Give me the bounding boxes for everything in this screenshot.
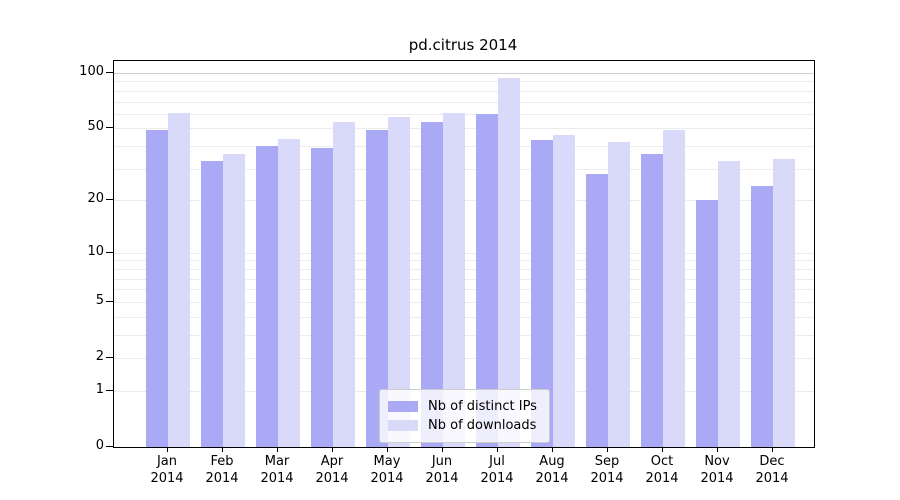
- bar-distinct-ips-dec: [751, 186, 773, 447]
- bar-distinct-ips-jun: [421, 122, 443, 447]
- bar-distinct-ips-feb: [201, 161, 223, 447]
- x-tick-label: Aug 2014: [535, 454, 569, 486]
- x-tick-mark: [167, 447, 168, 452]
- x-tick-label: Nov 2014: [700, 454, 734, 486]
- y-tick-mark: [106, 300, 113, 302]
- x-tick-mark: [332, 447, 333, 452]
- bar-distinct-ips-apr: [311, 148, 333, 447]
- bar-distinct-ips-oct: [641, 154, 663, 447]
- y-tick-mark: [106, 199, 113, 201]
- bar-distinct-ips-mar: [256, 146, 278, 447]
- y-tick-mark: [106, 357, 113, 358]
- x-tick-mark: [662, 447, 663, 452]
- x-tick-label: Jan 2014: [150, 454, 184, 486]
- x-tick-label: Jul 2014: [480, 454, 514, 486]
- bar-distinct-ips-jan: [146, 130, 168, 447]
- y-tick-label: 1: [95, 381, 104, 397]
- legend-item-downloads: Nb of downloads: [388, 416, 537, 435]
- bar-distinct-ips-aug: [531, 140, 553, 447]
- bar-distinct-ips-may: [366, 130, 388, 447]
- bar-downloads-jul: [498, 78, 520, 447]
- x-tick-mark: [497, 447, 498, 452]
- x-tick-label: Feb 2014: [205, 454, 239, 486]
- bar-downloads-apr: [333, 122, 355, 447]
- y-tick-mark: [106, 446, 113, 447]
- x-tick-label: Apr 2014: [315, 454, 349, 486]
- x-tick-label: Sep 2014: [590, 454, 624, 486]
- bar-distinct-ips-nov: [696, 200, 718, 447]
- x-tick-mark: [387, 447, 388, 452]
- legend-swatch-distinct-ips: [388, 401, 418, 412]
- bar-downloads-may: [388, 116, 410, 447]
- x-tick-label: Oct 2014: [645, 454, 679, 486]
- y-tick-mark: [106, 72, 113, 73]
- x-tick-mark: [607, 447, 608, 452]
- x-tick-mark: [222, 447, 223, 452]
- gridline: [114, 81, 814, 83]
- y-tick-mark: [106, 389, 113, 391]
- x-tick-label: May 2014: [370, 454, 404, 486]
- x-tick-label: Jun 2014: [425, 454, 459, 486]
- x-tick-mark: [717, 447, 718, 452]
- y-tick-label: 20: [87, 191, 104, 207]
- x-tick-label: Dec 2014: [755, 454, 789, 486]
- bar-distinct-ips-jul: [476, 113, 498, 447]
- bar-downloads-jan: [168, 112, 190, 447]
- y-tick-label: 2: [95, 349, 104, 364]
- chart-title: pd.citrus 2014: [408, 36, 518, 54]
- bar-downloads-dec: [773, 158, 795, 447]
- y-tick-mark: [106, 127, 113, 129]
- x-tick-mark: [552, 447, 553, 452]
- bar-downloads-sep: [608, 142, 630, 447]
- legend: Nb of distinct IPs Nb of downloads: [379, 389, 550, 443]
- gridline: [114, 90, 814, 92]
- y-tick-label: 5: [95, 292, 104, 308]
- y-tick-label: 10: [87, 243, 104, 259]
- legend-label-downloads: Nb of downloads: [428, 418, 537, 433]
- x-tick-mark: [442, 447, 443, 452]
- x-tick-mark: [277, 447, 278, 452]
- y-tick-label: 100: [79, 64, 104, 79]
- x-tick-mark: [772, 447, 773, 452]
- legend-item-distinct-ips: Nb of distinct IPs: [388, 397, 537, 416]
- y-tick-label: 50: [87, 119, 104, 135]
- plot-area: Nb of distinct IPs Nb of downloads: [113, 60, 815, 448]
- bar-downloads-feb: [223, 154, 245, 447]
- bar-downloads-nov: [718, 161, 740, 447]
- legend-swatch-downloads: [388, 420, 418, 431]
- gridline: [114, 73, 814, 74]
- gridline: [114, 101, 814, 103]
- bar-downloads-jun: [443, 112, 465, 447]
- legend-label-distinct-ips: Nb of distinct IPs: [428, 399, 537, 414]
- y-tick-label: 0: [95, 438, 104, 453]
- y-tick-mark: [106, 251, 113, 253]
- bar-downloads-oct: [663, 130, 685, 447]
- bar-downloads-mar: [278, 138, 300, 447]
- x-tick-label: Mar 2014: [260, 454, 294, 486]
- bar-distinct-ips-sep: [586, 174, 608, 447]
- bar-downloads-aug: [553, 135, 575, 447]
